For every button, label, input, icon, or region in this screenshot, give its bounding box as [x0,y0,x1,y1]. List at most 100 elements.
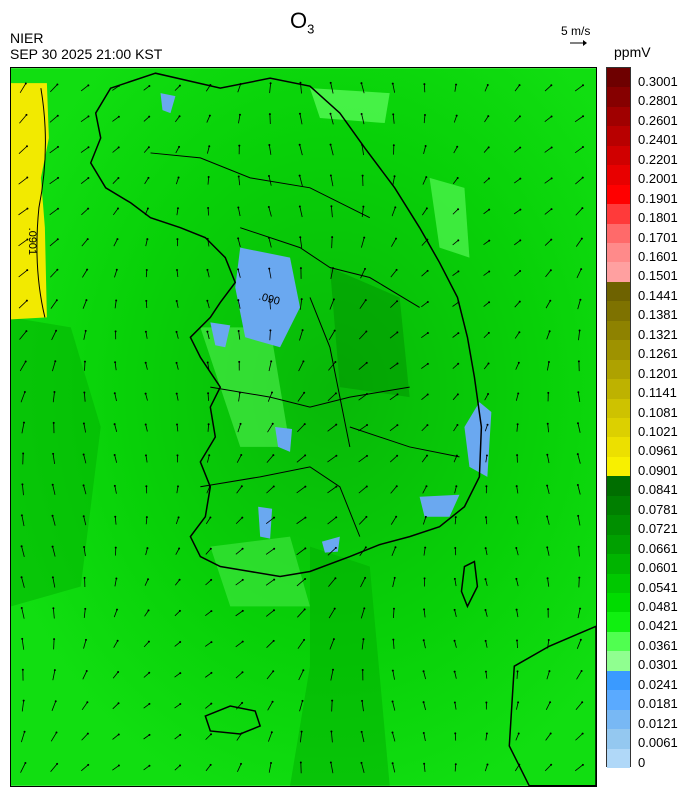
low-ozone-patch-capital [235,247,301,348]
wind-arrow [299,700,303,712]
wind-arrow-head [209,763,212,766]
wind-arrow-head [395,515,398,518]
wind-arrow-head [176,269,178,272]
wind-arrow [544,178,552,184]
wind-arrow-head [144,423,147,426]
wind-arrow [296,455,306,463]
wind-arrow-head [485,485,488,488]
wind-arrow-head [488,239,491,242]
wind-arrow-head [515,608,518,611]
colorbar-segment [607,379,630,400]
wind-arrow-head [457,362,460,365]
wind-arrow [327,486,337,494]
wind-arrow [174,765,181,771]
wind-arrow-head [56,762,59,765]
wind-arrow [145,455,148,463]
wind-arrow [52,546,56,557]
wind-arrow-head [363,607,366,610]
wind-arrow-head [114,515,117,518]
wind-arrow [52,515,56,526]
wind-arrow-head [237,268,240,271]
wind-arrow [176,300,179,308]
wind-arrow [454,517,457,525]
wind-arrow-head [516,423,519,426]
wind-arrow [327,516,337,525]
wind-arrow [452,208,459,215]
wind-arrow [423,763,426,772]
wind-arrow-head [426,454,429,457]
wind-arrow-head [487,331,490,334]
wind-arrow [204,641,212,647]
wind-arrow [18,300,28,309]
wind-arrow [83,330,87,340]
wind-arrow-head [517,701,520,704]
wind-arrow [174,579,180,586]
wind-arrow-head [178,547,181,550]
wind-arrow-head [273,578,276,581]
wind-arrow-head [519,239,522,242]
wind-arrow-head [179,703,182,706]
wind-arrow-head [241,547,244,550]
wind-arrow [18,177,28,185]
wind-arrow-head [546,422,549,425]
wind-arrow-head [488,301,491,304]
wind-arrow [114,393,117,402]
wind-arrow [575,238,583,247]
wind-arrow-head [114,361,117,364]
wind-arrow [392,577,396,588]
wind-arrow [546,361,550,371]
wind-arrow-head [206,268,209,271]
light-patch-central [200,327,291,447]
colorbar-segment [607,223,630,244]
wind-arrow-head [179,764,182,767]
wind-arrow [392,83,396,93]
wind-arrow-head [206,237,209,240]
wind-arrow-head [580,237,583,240]
colorbar-segment [607,340,630,361]
wind-arrow [82,670,88,680]
wind-arrow-head [272,454,275,457]
wind-arrow [50,763,58,773]
wind-arrow [575,207,583,216]
wind-arrow [21,577,25,588]
wind-arrow-head [83,360,86,363]
wind-arrow [267,423,274,433]
wind-arrow-head [304,485,307,488]
wind-arrow-head [241,578,244,581]
colorbar-tick-label: 0.1081 [638,404,678,420]
colorbar-segment [607,495,630,516]
wind-arrow [267,392,273,402]
wind-arrow-head [20,545,23,548]
colorbar-tick-label: 0.2801 [638,93,678,109]
wind-arrow [578,546,580,557]
wind-arrow [174,734,181,740]
wind-arrow-head [396,300,399,303]
wind-arrow [80,116,89,123]
wind-arrow-head [23,730,26,733]
wind-arrow [112,177,119,184]
wind-arrow-head [178,115,181,118]
wind-arrow [577,484,581,495]
wind-arrow-head [484,670,487,673]
wind-arrow [328,578,336,587]
wind-arrow [392,670,395,680]
wind-arrow [52,577,56,588]
wind-arrow-head [55,731,58,734]
wind-arrow-head [83,546,86,549]
wind-arrow-head [237,175,240,178]
wind-arrow [546,485,550,495]
province-borders [150,152,460,537]
wind-arrow-head [21,637,24,640]
wind-arrow-head [484,547,487,550]
wind-arrow-head [268,267,271,270]
colorbar-segment [607,68,630,88]
colorbar-tick-label: 0.2601 [638,112,678,128]
wind-arrow [265,609,275,617]
wind-arrow-head [581,84,584,87]
wind-arrow-head [304,547,307,550]
wind-arrow-head [241,609,244,612]
wind-arrow-head [117,176,120,179]
wind-arrow [299,144,303,156]
wind-arrow-head [515,516,518,519]
wind-arrow-head [518,763,521,766]
